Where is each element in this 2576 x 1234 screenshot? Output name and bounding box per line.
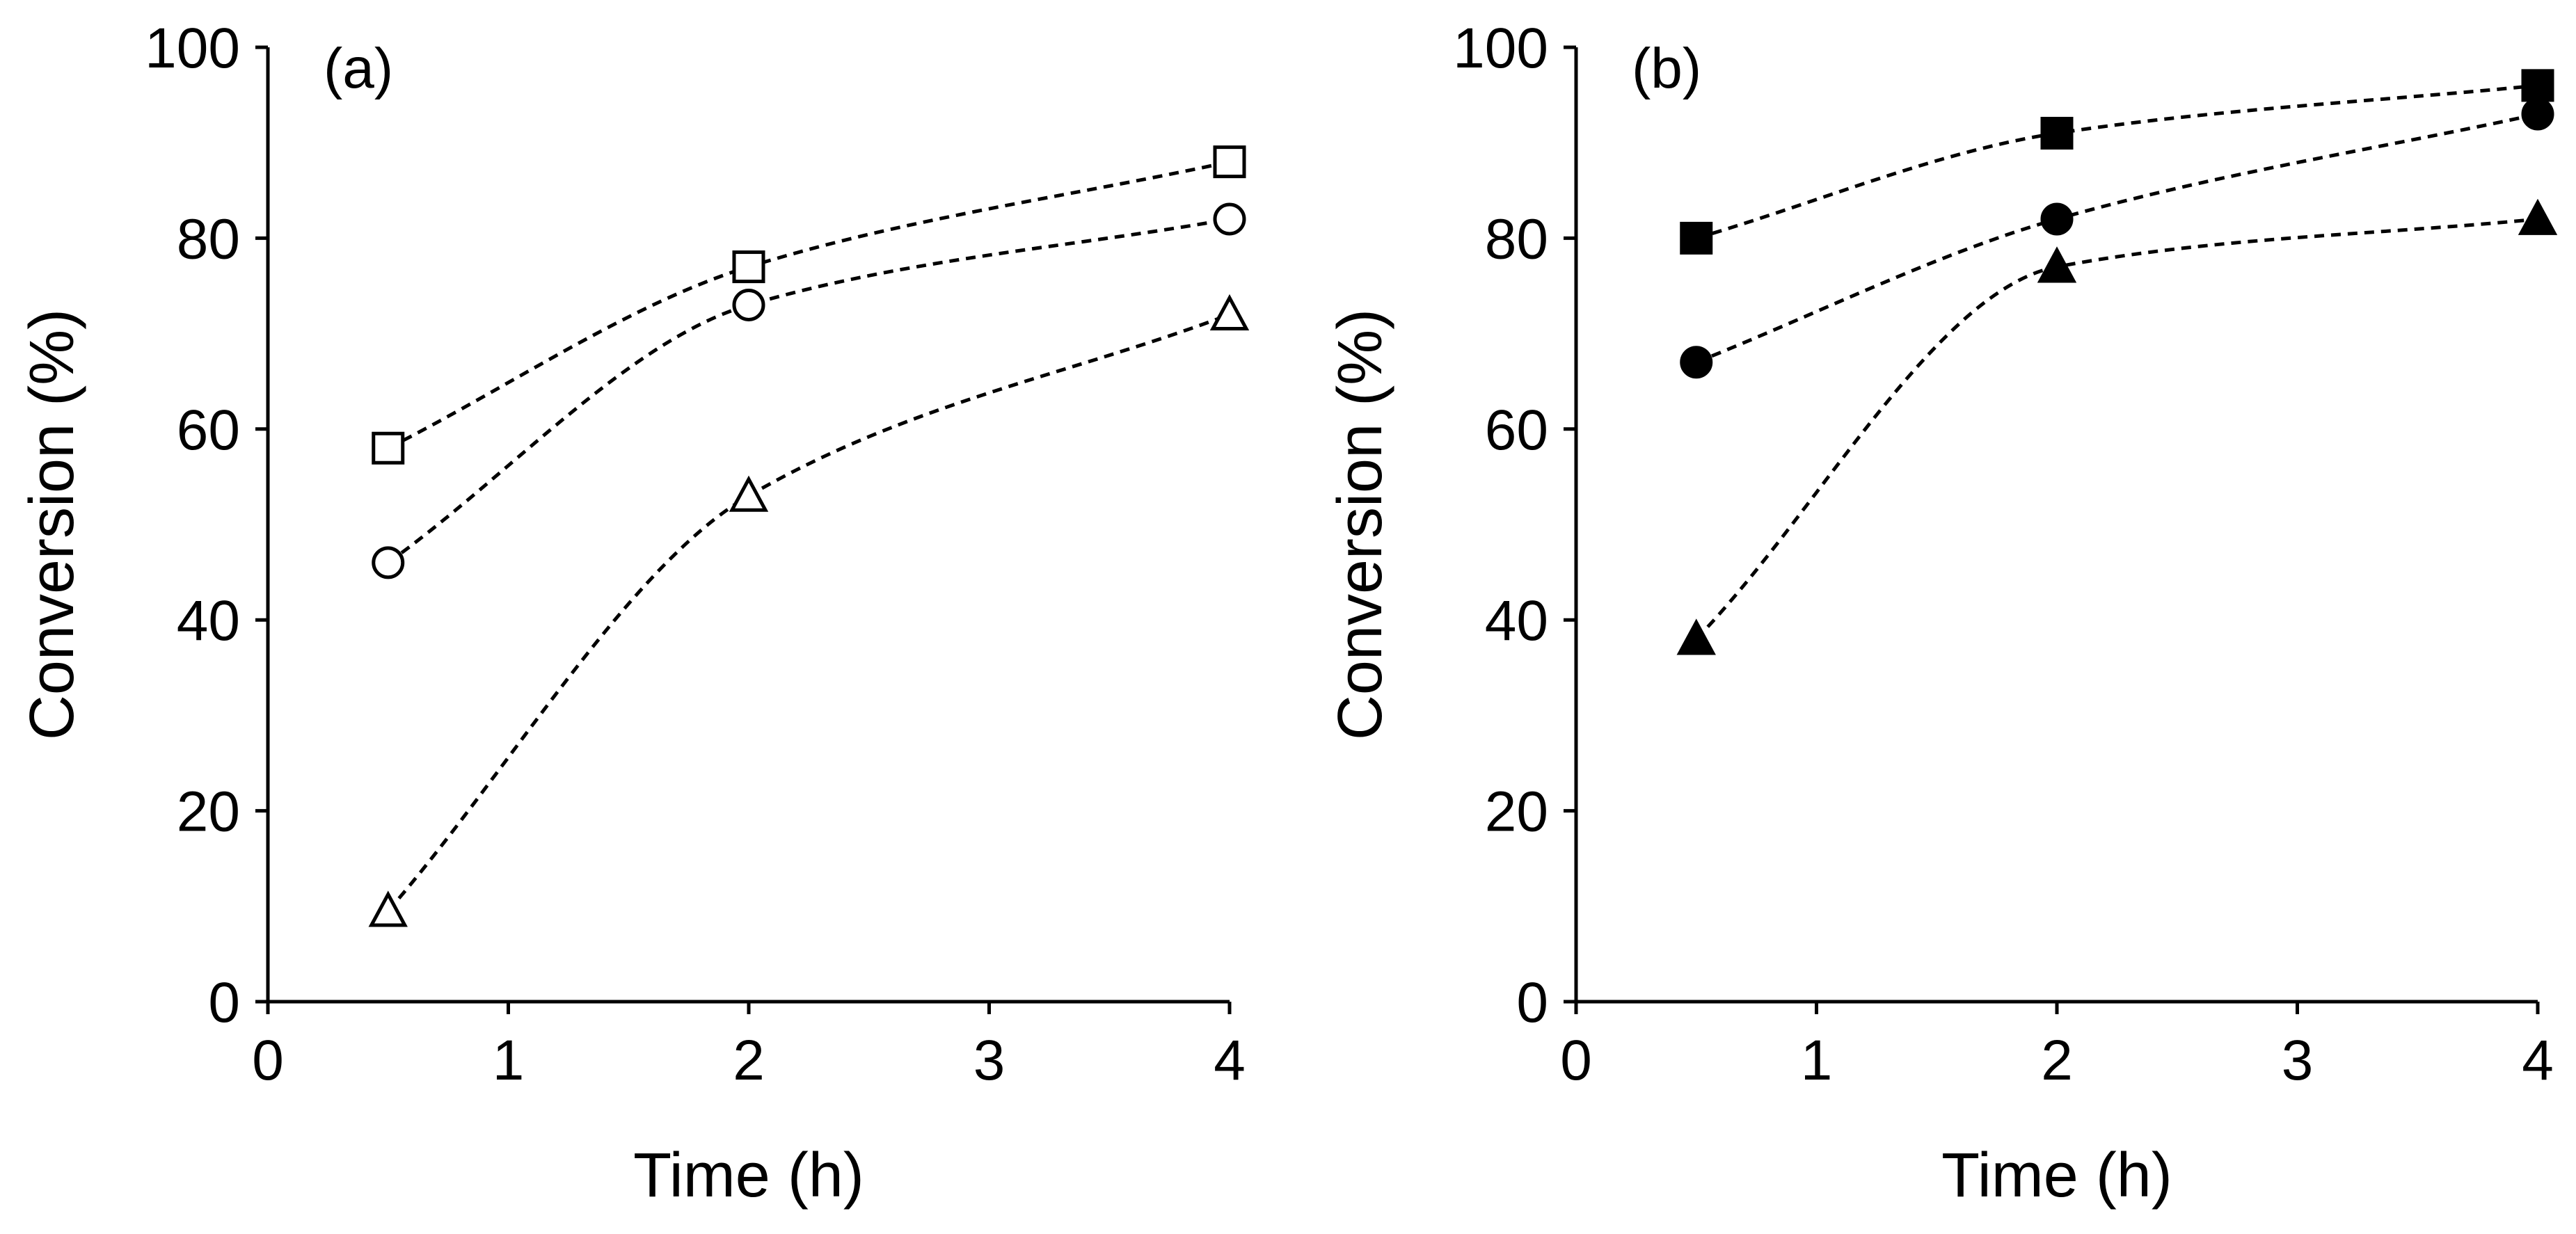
y-tick-label: 80 — [177, 207, 240, 271]
y-tick-label: 0 — [1516, 971, 1548, 1034]
data-point-circle — [1213, 202, 1246, 236]
x-axis-title: Time (h) — [633, 1141, 864, 1210]
panel-a: 0 20 40 60 80 100 0 1 2 3 4 Time (h) Conversion (%) (… — [17, 17, 1250, 1210]
data-point-square — [732, 250, 765, 284]
y-tick-label: 0 — [208, 971, 240, 1034]
series-line-triangle — [386, 312, 1230, 913]
x-axis-title: Time (h) — [1941, 1141, 2172, 1210]
data-point-triangle — [2518, 198, 2558, 235]
x-tick-label: 2 — [733, 1029, 765, 1092]
x-tick-label: 1 — [1801, 1029, 1833, 1092]
data-point-circle — [1680, 346, 1713, 379]
series-line-triangle — [1694, 217, 2538, 641]
series-line-square — [387, 160, 1230, 450]
series-line-circle — [387, 217, 1230, 564]
series-line-square — [1696, 83, 2538, 240]
y-tick-label: 60 — [177, 399, 240, 462]
y-tick-label: 40 — [177, 589, 240, 652]
x-tick-label: 4 — [2522, 1029, 2554, 1092]
data-point-square — [1213, 145, 1246, 179]
data-point-triangle — [1209, 294, 1250, 331]
y-tick-label: 80 — [1485, 207, 1548, 271]
panel-label: (a) — [324, 37, 393, 100]
data-point-triangle — [1676, 618, 1716, 655]
y-axis-title: Conversion (%) — [1326, 309, 1395, 740]
y-tick-label: 40 — [1485, 589, 1548, 652]
x-tick-label: 1 — [493, 1029, 525, 1092]
data-point-circle — [2521, 97, 2554, 131]
data-point-square — [372, 431, 405, 465]
data-point-circle — [732, 288, 765, 321]
data-point-triangle — [2037, 246, 2077, 283]
x-tick-label: 4 — [1214, 1029, 1246, 1092]
data-point-square — [2521, 69, 2554, 102]
y-tick-label: 20 — [177, 780, 240, 844]
y-axis-title: Conversion (%) — [17, 309, 87, 740]
y-tick-label: 60 — [1485, 399, 1548, 462]
x-tick-label: 2 — [2041, 1029, 2073, 1092]
panel-b: 0 20 40 60 80 100 0 1 2 3 4 Time (h) Conversion (%) (… — [1326, 17, 2558, 1210]
y-tick-label: 100 — [145, 17, 240, 80]
data-point-square — [2040, 116, 2074, 150]
data-point-square — [1680, 221, 1713, 255]
x-tick-label: 3 — [973, 1029, 1005, 1092]
x-tick-label: 0 — [252, 1029, 284, 1092]
x-tick-label: 0 — [1560, 1029, 1592, 1092]
x-tick-label: 3 — [2282, 1029, 2314, 1092]
y-tick-label: 20 — [1485, 780, 1548, 844]
data-point-circle — [372, 546, 405, 579]
series-line-circle — [1695, 112, 2538, 364]
panel-label: (b) — [1632, 37, 1701, 100]
data-point-triangle — [729, 475, 769, 512]
data-point-circle — [2040, 202, 2074, 236]
y-tick-label: 100 — [1453, 17, 1548, 80]
data-point-triangle — [368, 890, 408, 927]
